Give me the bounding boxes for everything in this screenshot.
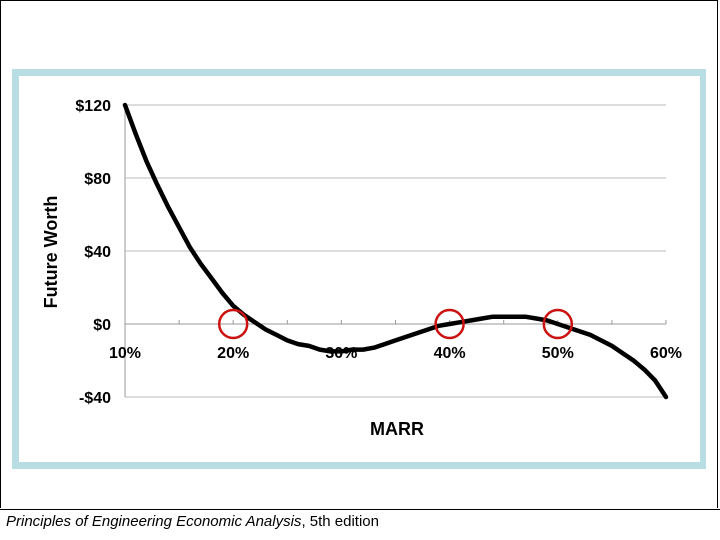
footer-citation: Principles of Engineering Economic Analy…: [6, 513, 379, 530]
future-worth-curve: [122, 102, 669, 400]
book-title: Principles of Engineering Economic Analy…: [6, 513, 302, 530]
y-axis-title: Future Worth: [41, 196, 61, 309]
x-tick-label-1: 20%: [217, 345, 249, 362]
irr-marker-1: [434, 308, 465, 340]
y-axis-tick-labels: $120 $80 $40 $0 -$40: [75, 98, 111, 407]
x-axis-tick-labels: 10% 20% 30% 40% 50% 60%: [109, 345, 682, 362]
book-edition: , 5th edition: [301, 513, 379, 530]
gridlines: [124, 104, 666, 398]
y-tick-label-4: -$40: [79, 390, 111, 407]
x-axis-tick-marks: [124, 320, 667, 324]
x-tick-label-4: 50%: [542, 345, 574, 362]
y-tick-label-3: $0: [93, 317, 111, 334]
footer-divider: [0, 509, 720, 510]
y-tick-label-2: $40: [84, 244, 111, 261]
y-tick-label-1: $80: [84, 171, 111, 188]
irr-marker-0: [217, 308, 249, 340]
irr-marker-2: [542, 308, 574, 340]
slide: [0, 0, 718, 508]
x-tick-label-2: 30%: [325, 345, 357, 362]
irr-markers: [217, 308, 574, 340]
chart-area: [19, 76, 700, 462]
x-tick-label-0: 10%: [109, 345, 141, 362]
y-tick-label-0: $120: [75, 98, 111, 115]
x-tick-label-3: 40%: [434, 345, 466, 362]
x-axis-title: MARR: [370, 419, 424, 439]
x-tick-label-5: 60%: [650, 345, 682, 362]
